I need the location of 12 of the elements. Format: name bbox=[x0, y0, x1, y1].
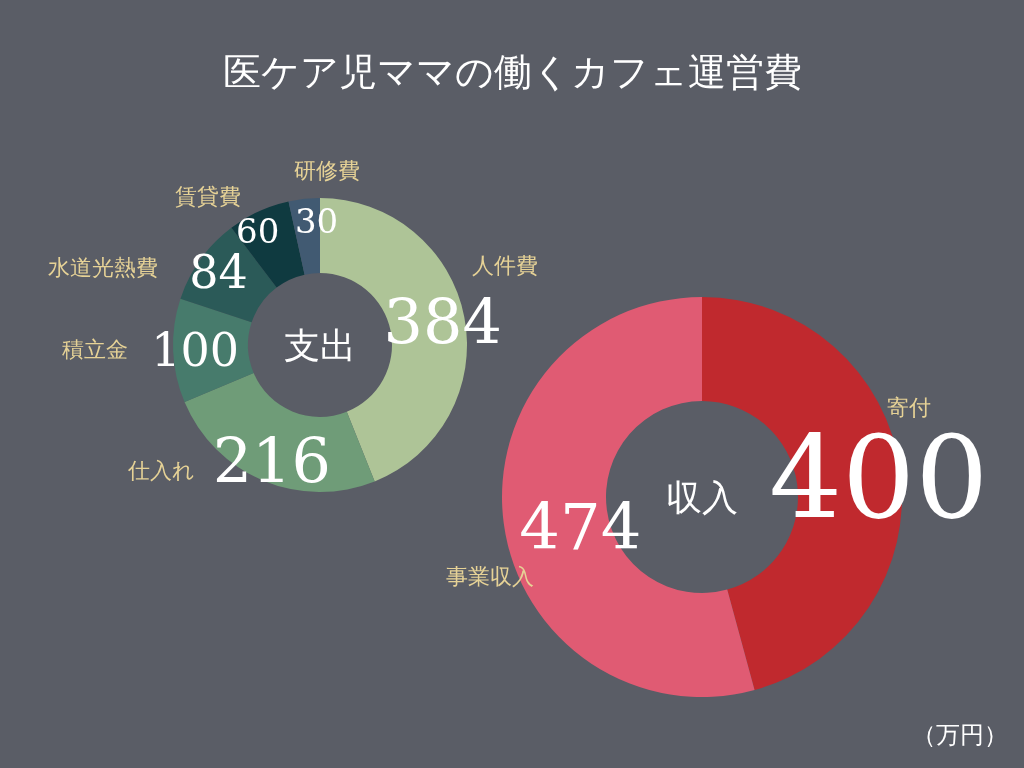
data-label: 100 bbox=[151, 322, 239, 377]
slice-label: 研修費 bbox=[293, 158, 360, 184]
slice-label: 仕入れ bbox=[127, 457, 196, 483]
slice-label: 水道光熱費 bbox=[48, 254, 159, 280]
text: （万円） bbox=[912, 721, 1008, 749]
slice-label: 積立金 bbox=[62, 337, 129, 363]
slice-label: 人件費 bbox=[471, 252, 538, 278]
text: 支出 bbox=[284, 324, 356, 366]
text: 収入 bbox=[666, 476, 738, 518]
chart-title: 医ケア児ママの働くカフェ運営費 bbox=[222, 50, 802, 94]
slice-label: 賃貸費 bbox=[174, 183, 241, 209]
data-label: 216 bbox=[212, 423, 332, 497]
